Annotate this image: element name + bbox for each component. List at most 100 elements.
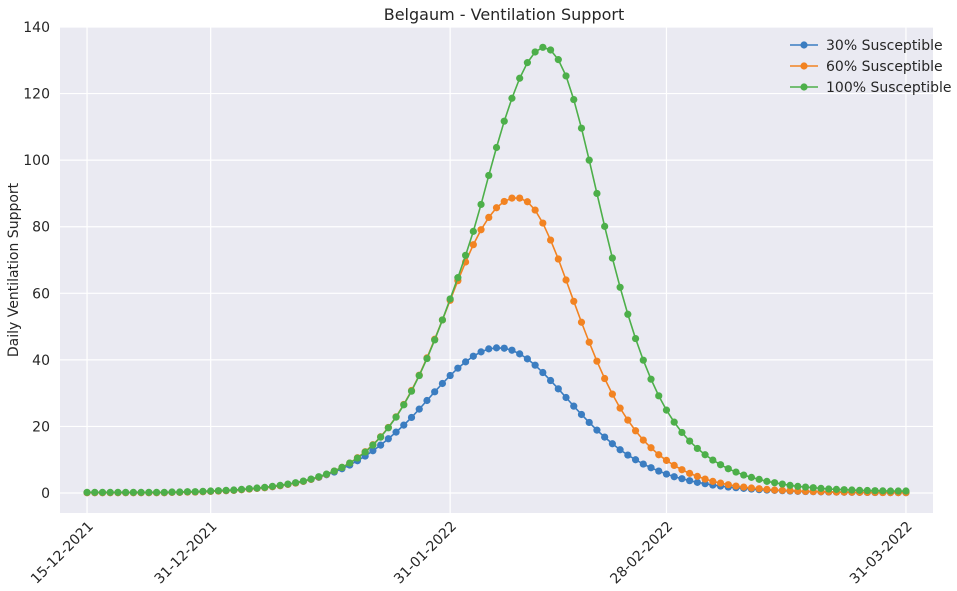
legend-label: 60% Susceptible <box>826 59 943 75</box>
data-point <box>747 484 756 492</box>
data-point <box>871 487 879 495</box>
data-point <box>585 418 593 427</box>
data-point <box>377 441 385 449</box>
data-point <box>539 43 547 51</box>
data-point <box>771 486 779 494</box>
data-point <box>446 371 454 380</box>
data-point <box>662 456 671 465</box>
x-axis: 15-12-2021 31-12-2021 31-01-2022 28-02-2022… <box>28 519 916 588</box>
data-point <box>701 451 709 459</box>
data-point <box>647 375 655 383</box>
series-layer <box>83 43 910 497</box>
data-point <box>724 465 732 473</box>
data-point <box>686 469 694 477</box>
data-point <box>655 467 663 475</box>
data-point <box>500 197 508 206</box>
data-point <box>786 481 794 489</box>
data-point <box>253 484 261 492</box>
data-point <box>562 393 570 402</box>
data-point <box>832 485 841 493</box>
data-point <box>655 451 663 459</box>
data-point <box>384 424 392 432</box>
data-point <box>894 487 902 495</box>
y-tick-label: 140 <box>23 20 50 36</box>
data-point <box>570 297 578 305</box>
y-tick-label: 100 <box>23 153 50 169</box>
data-point <box>531 206 539 214</box>
data-point <box>678 428 686 437</box>
data-point <box>477 226 485 234</box>
data-point <box>454 364 462 372</box>
data-point <box>655 392 663 400</box>
data-point <box>284 480 292 488</box>
data-point <box>701 475 709 483</box>
data-point <box>554 56 562 64</box>
data-point <box>462 358 470 366</box>
data-point <box>392 413 400 421</box>
data-point <box>137 488 145 496</box>
y-tick-label: 60 <box>32 286 50 302</box>
data-point <box>369 441 377 449</box>
data-point <box>740 483 748 491</box>
data-point <box>709 456 717 464</box>
data-point <box>639 356 647 364</box>
data-point <box>199 487 207 495</box>
data-point <box>516 350 524 358</box>
data-point <box>330 467 338 475</box>
data-point <box>431 336 439 344</box>
data-point <box>801 483 810 491</box>
data-point <box>662 470 671 478</box>
data-point <box>454 274 462 282</box>
data-point <box>516 74 524 82</box>
data-point <box>608 390 616 398</box>
data-point <box>848 486 856 494</box>
data-point <box>755 475 763 483</box>
data-point <box>353 454 362 462</box>
data-point <box>500 344 508 352</box>
x-tick-label: 28-02-2022 <box>607 519 676 588</box>
data-point <box>384 435 392 443</box>
data-point <box>577 124 586 132</box>
legend: 30% Susceptible 60% Susceptible 100% Susce… <box>790 38 952 96</box>
data-point <box>539 219 547 227</box>
data-point <box>261 483 269 491</box>
legend-item: 30% Susceptible <box>790 38 943 54</box>
data-point <box>886 487 895 495</box>
data-point <box>431 388 439 396</box>
data-point <box>647 444 655 452</box>
data-point <box>693 472 701 480</box>
data-point <box>601 374 609 383</box>
data-point <box>709 477 717 485</box>
data-point <box>237 485 246 493</box>
x-tick-label: 31-01-2022 <box>391 519 460 588</box>
legend-marker <box>800 41 808 49</box>
data-point <box>423 396 431 405</box>
data-point <box>531 48 539 56</box>
data-point <box>577 318 586 326</box>
data-point <box>585 338 593 346</box>
data-point <box>423 354 431 363</box>
data-point <box>446 295 454 303</box>
data-point <box>469 227 477 235</box>
data-point <box>462 251 470 259</box>
data-point <box>523 59 532 67</box>
legend-label: 100% Susceptible <box>826 80 952 96</box>
data-point <box>647 464 655 472</box>
data-point <box>794 482 802 490</box>
data-point <box>624 310 632 318</box>
data-point <box>160 488 168 496</box>
data-point <box>593 357 601 365</box>
data-point <box>91 488 99 496</box>
data-point <box>83 488 91 496</box>
data-point <box>631 456 640 464</box>
data-point <box>570 402 578 410</box>
data-point <box>686 437 694 445</box>
data-point <box>809 484 817 492</box>
data-point <box>477 348 485 356</box>
data-point <box>778 480 786 488</box>
data-point <box>485 213 493 222</box>
data-point <box>786 487 794 495</box>
data-point <box>176 488 184 496</box>
data-point <box>693 444 701 453</box>
data-point <box>276 481 284 489</box>
